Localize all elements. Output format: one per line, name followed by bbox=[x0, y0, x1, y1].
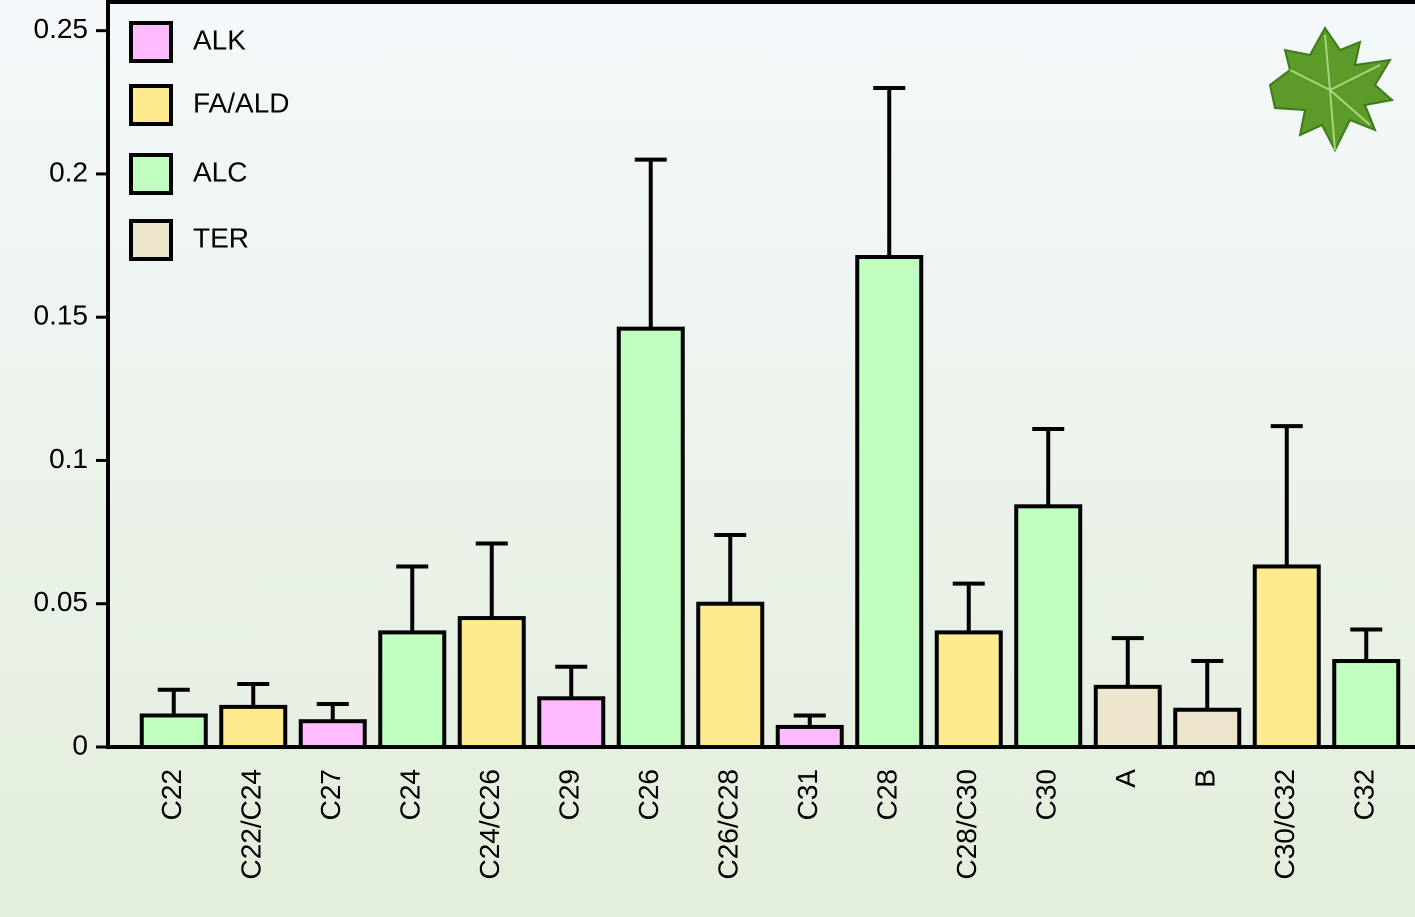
legend-label: ALC bbox=[193, 156, 247, 187]
legend-label: FA/ALD bbox=[193, 87, 289, 118]
x-tick-label: B bbox=[1190, 769, 1221, 788]
bar bbox=[1093, 684, 1162, 749]
x-tick-label: C24/C26 bbox=[474, 769, 505, 880]
x-tick-label: C26/C28 bbox=[713, 769, 744, 880]
leaf-icon bbox=[1268, 26, 1395, 153]
x-tick-label: A bbox=[1110, 769, 1141, 788]
bar bbox=[298, 719, 367, 750]
bar bbox=[378, 630, 447, 750]
legend-swatch bbox=[129, 21, 173, 63]
legend-label: TER bbox=[193, 222, 249, 253]
legend-swatch bbox=[129, 153, 173, 195]
y-tick-label: 0.15 bbox=[34, 300, 89, 331]
x-tick-label: C30 bbox=[1031, 769, 1062, 820]
x-tick-label: C29 bbox=[554, 769, 585, 820]
x-tick-label: C22/C24 bbox=[236, 769, 267, 880]
x-tick-label: C30/C32 bbox=[1269, 769, 1300, 880]
bar bbox=[457, 616, 526, 749]
x-tick-label: C28/C30 bbox=[951, 769, 982, 880]
legend-label: ALK bbox=[193, 24, 246, 55]
bar bbox=[855, 255, 924, 749]
x-tick-label: C32 bbox=[1349, 769, 1380, 820]
x-tick-label: C27 bbox=[315, 769, 346, 820]
x-tick-label: C22 bbox=[156, 769, 187, 820]
bar bbox=[1332, 659, 1401, 749]
y-tick-label: 0 bbox=[72, 729, 88, 760]
bar bbox=[219, 704, 288, 750]
y-tick-label: 0.25 bbox=[34, 13, 89, 44]
bar bbox=[537, 696, 606, 749]
legend-swatch bbox=[129, 219, 173, 261]
x-tick-label: C31 bbox=[792, 769, 823, 820]
bar bbox=[934, 630, 1003, 750]
bar bbox=[1173, 707, 1242, 749]
x-tick-label: C26 bbox=[633, 769, 664, 820]
bar bbox=[775, 724, 844, 750]
bar bbox=[1252, 564, 1321, 749]
y-tick-label: 0.05 bbox=[34, 586, 89, 617]
legend-swatch bbox=[129, 84, 173, 126]
bar bbox=[1014, 504, 1083, 749]
bar bbox=[696, 601, 765, 749]
y-tick-label: 0.1 bbox=[49, 443, 88, 474]
bar bbox=[616, 326, 685, 749]
x-tick-label: C28 bbox=[872, 769, 903, 820]
y-tick-label: 0.2 bbox=[49, 156, 88, 187]
bar bbox=[139, 713, 208, 750]
x-tick-label: C24 bbox=[395, 769, 426, 820]
